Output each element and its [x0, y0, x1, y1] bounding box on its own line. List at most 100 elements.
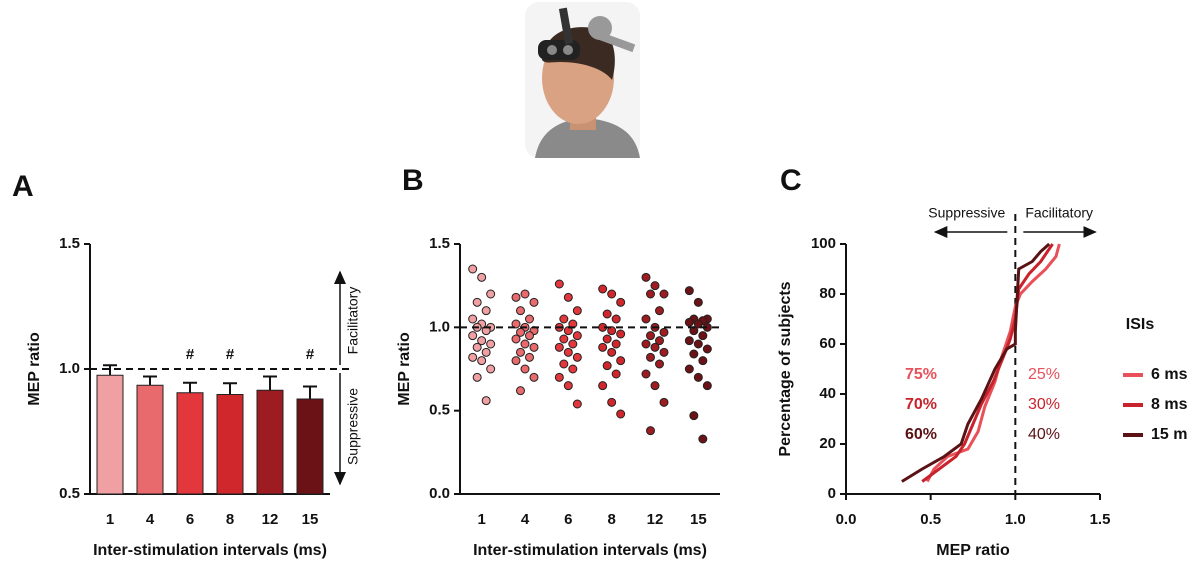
- legend-label: 15 ms: [1151, 426, 1187, 443]
- data-point: [568, 339, 578, 349]
- arrow-label: Suppressive: [345, 388, 361, 465]
- data-point: [477, 356, 487, 366]
- data-point: [602, 334, 612, 344]
- data-point: [516, 306, 525, 316]
- data-point: [650, 381, 660, 391]
- data-point: [607, 397, 617, 407]
- data-point: [468, 352, 478, 362]
- data-point: [602, 361, 612, 371]
- data-point: [563, 347, 573, 357]
- data-point: [520, 364, 530, 374]
- data-point: [646, 426, 655, 436]
- data-point: [511, 356, 521, 366]
- data-point: [611, 314, 621, 324]
- arrow-label: Facilitatory: [345, 287, 361, 355]
- bar: [296, 398, 324, 495]
- data-point: [481, 347, 491, 357]
- bar: [256, 389, 284, 495]
- data-point: [693, 297, 703, 307]
- x-axis-title: Inter-stimulation intervals (ms): [93, 542, 327, 559]
- data-point: [650, 342, 660, 352]
- data-point: [646, 331, 655, 341]
- data-point: [598, 381, 608, 391]
- data-point: [641, 339, 651, 349]
- x-tick-label: 0.0: [836, 511, 857, 528]
- bar: [216, 394, 244, 495]
- significance-label: #: [226, 346, 235, 363]
- data-point: [616, 297, 626, 307]
- significance-label: #: [306, 346, 315, 363]
- data-point: [525, 314, 534, 324]
- data-point: [511, 319, 521, 329]
- direction-label: Suppressive: [928, 205, 1005, 221]
- y-tick-label: 0.0: [429, 485, 450, 502]
- bar: [96, 374, 124, 495]
- data-point: [607, 347, 617, 357]
- data-point: [607, 326, 617, 336]
- data-point: [468, 331, 478, 341]
- x-tick-label: 6: [186, 511, 194, 528]
- data-point: [684, 336, 694, 346]
- x-tick-label: 12: [262, 511, 279, 528]
- data-point: [684, 364, 694, 374]
- data-point: [481, 306, 491, 316]
- data-point: [472, 372, 482, 382]
- data-point: [529, 372, 539, 382]
- data-point: [554, 372, 564, 382]
- data-point: [516, 347, 525, 357]
- x-tick-label: 8: [226, 511, 234, 528]
- x-tick-label: 0.5: [920, 511, 941, 528]
- y-tick-label: 0.5: [429, 402, 450, 419]
- data-point: [693, 372, 703, 382]
- data-point: [646, 289, 655, 299]
- data-point: [486, 364, 496, 374]
- data-point: [563, 381, 573, 391]
- x-tick-label: 15: [302, 511, 319, 528]
- data-point: [655, 359, 664, 369]
- data-point: [572, 306, 582, 316]
- x-tick-label: 1: [106, 511, 114, 528]
- x-axis-title: Inter-stimulation intervals (ms): [473, 542, 707, 559]
- data-point: [529, 342, 539, 352]
- x-tick-label: 15: [690, 511, 707, 528]
- x-axis-title: MEP ratio: [936, 542, 1010, 559]
- data-point: [616, 356, 626, 366]
- percent-below: 70%: [905, 396, 937, 413]
- data-point: [702, 381, 712, 391]
- y-axis-title: MEP ratio: [26, 332, 43, 406]
- x-tick-label: 1: [477, 511, 485, 528]
- data-point: [616, 329, 626, 339]
- legend-label: 6 ms: [1151, 366, 1187, 383]
- data-point: [698, 356, 708, 366]
- data-point: [659, 347, 669, 357]
- significance-label: #: [186, 346, 195, 363]
- data-point: [520, 339, 530, 349]
- data-point: [559, 334, 569, 344]
- data-point: [689, 411, 699, 421]
- data-point: [468, 314, 478, 324]
- data-point: [655, 306, 664, 316]
- data-point: [477, 336, 487, 346]
- data-point: [689, 349, 699, 359]
- panel-letter: A: [12, 170, 34, 203]
- data-point: [572, 399, 582, 409]
- data-point: [511, 334, 521, 344]
- data-point: [468, 264, 478, 274]
- data-point: [698, 331, 708, 341]
- y-tick-label: 1.0: [59, 360, 80, 377]
- direction-label: Facilitatory: [1025, 205, 1093, 221]
- data-point: [698, 434, 708, 444]
- percent-below: 60%: [905, 426, 937, 443]
- x-tick-label: 12: [647, 511, 664, 528]
- x-tick-label: 1.5: [1090, 511, 1111, 528]
- data-point: [559, 359, 569, 369]
- data-point: [572, 331, 582, 341]
- data-point: [516, 386, 525, 396]
- data-point: [611, 369, 621, 379]
- legend-label: 8 ms: [1151, 396, 1187, 413]
- data-point: [511, 292, 521, 302]
- data-point: [641, 272, 651, 282]
- data-point: [650, 281, 660, 291]
- data-point: [598, 342, 608, 352]
